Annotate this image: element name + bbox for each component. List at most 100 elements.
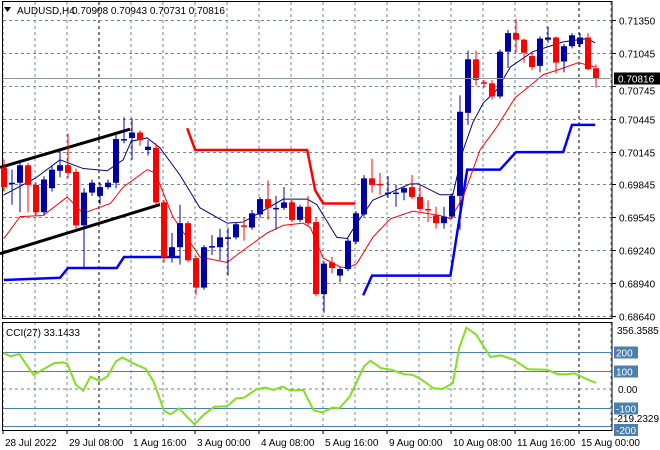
bull-candle <box>121 117 127 144</box>
candle-body <box>481 82 487 84</box>
bull-candle <box>401 186 407 201</box>
candle-body <box>425 208 431 211</box>
candle-body <box>449 195 455 217</box>
candle-body <box>257 199 263 215</box>
bear-candle <box>185 220 191 263</box>
cci-panel-border <box>2 322 613 431</box>
cci-max-label: 356.3585 <box>617 326 659 337</box>
candle-body <box>9 182 15 185</box>
bull-candle <box>17 159 23 213</box>
time-tick-label: 3 Aug 00:00 <box>197 438 251 449</box>
bear-candle <box>377 172 383 195</box>
bull-candle <box>169 232 175 263</box>
bull-candle <box>9 169 15 205</box>
candle-body <box>409 187 415 197</box>
candle-body <box>329 262 335 268</box>
bear-candle <box>265 180 271 220</box>
bear-candle <box>433 206 439 229</box>
bull-candle <box>81 188 87 268</box>
trailing-stop-line-down <box>186 127 356 205</box>
cci-level-label: -100 <box>616 405 636 416</box>
bear-candle <box>25 163 31 213</box>
ohlc-values: 0.70908 0.70943 0.70731 0.70816 <box>72 6 225 17</box>
price-tick-label: 0.69845 <box>619 181 656 192</box>
candle-body <box>393 192 399 195</box>
candle-body <box>1 167 7 188</box>
cci-level-label-bg <box>614 424 638 436</box>
bear-candle <box>513 18 519 53</box>
candle-body <box>489 83 495 97</box>
bear-candle <box>553 36 559 74</box>
bull-candle <box>273 195 279 230</box>
candle-body <box>73 171 79 226</box>
price-panel[interactable] <box>0 1 613 319</box>
bull-candle <box>449 193 455 219</box>
time-tick-label: 15 Aug 00:00 <box>581 438 640 449</box>
candle-body <box>465 59 471 113</box>
candle-body <box>321 263 327 295</box>
bull-candle <box>385 176 391 199</box>
candle-body <box>289 202 295 220</box>
bear-candle <box>481 80 487 88</box>
price-panel-border <box>2 1 613 319</box>
bull-candle <box>249 210 255 230</box>
candle-body <box>169 247 175 258</box>
bull-candle <box>201 245 207 290</box>
bear-candle <box>1 159 7 192</box>
candle-body <box>441 216 447 224</box>
candle-body <box>89 182 95 193</box>
candle-body <box>473 59 479 81</box>
candle-body <box>369 178 375 185</box>
symbol-timeframe: AUDUSD,H4 <box>17 6 75 17</box>
cci-zero-label: 0.00 <box>618 385 638 396</box>
candle-body <box>577 37 583 45</box>
current-price-label-bg <box>614 72 660 85</box>
bull-candle <box>217 228 223 261</box>
bear-candle <box>137 130 143 146</box>
candle-body <box>337 269 343 276</box>
bear-candle <box>329 257 335 274</box>
axes: 0.71350 0.71045 0.70745 0.70445 0.70145 0.698… <box>2 17 660 449</box>
candle-body <box>217 237 223 248</box>
bull-candle <box>41 176 47 216</box>
bull-candle <box>129 118 135 160</box>
cci-level-label-bg <box>614 402 638 415</box>
price-tick-label: 0.68640 <box>619 313 656 324</box>
bull-candle <box>337 266 343 283</box>
price-tick-label: 0.70745 <box>619 87 656 98</box>
cci-level-label: -200 <box>616 426 636 437</box>
candle-body <box>233 224 239 238</box>
cci-level-label-bg <box>614 365 638 378</box>
cci-title: CCI(27) 33.1433 <box>6 328 80 339</box>
candle-body <box>521 39 527 53</box>
bull-candle <box>441 206 447 229</box>
candle-body <box>153 147 159 203</box>
candle-body <box>281 202 287 208</box>
bear-candle <box>193 255 199 296</box>
candle-body <box>225 237 231 239</box>
bull-candle <box>297 204 303 223</box>
candle-body <box>497 51 503 97</box>
bull-candle <box>209 235 215 255</box>
price-tick-label: 0.70445 <box>619 116 656 127</box>
candle-body <box>57 165 63 171</box>
candle-body <box>545 37 551 40</box>
bear-candle <box>489 80 495 100</box>
bear-candle <box>409 175 415 200</box>
triangle-down-icon[interactable] <box>4 7 11 12</box>
price-tick-label: 0.71045 <box>619 50 656 61</box>
candle-body <box>361 178 367 215</box>
cci-panel[interactable] <box>2 322 613 431</box>
candle-body <box>345 240 351 270</box>
candle-body <box>505 33 511 52</box>
candle-body <box>193 258 199 288</box>
candle-body <box>97 187 103 196</box>
candle-body <box>145 146 151 150</box>
time-tick-label: 4 Aug 08:00 <box>261 438 315 449</box>
candle-body <box>353 213 359 242</box>
candle-body <box>529 56 535 67</box>
bull-candle <box>89 179 95 196</box>
bull-candle <box>345 238 351 272</box>
bull-candle <box>457 95 463 230</box>
